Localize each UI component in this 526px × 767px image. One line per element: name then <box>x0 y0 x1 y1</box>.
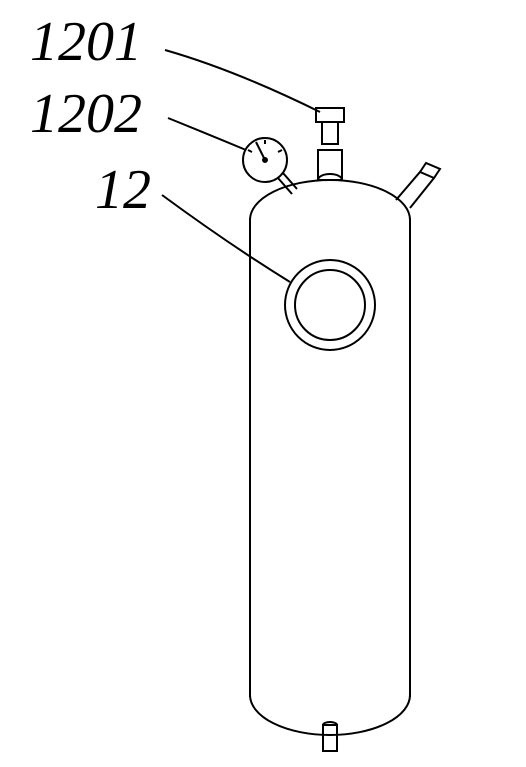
top-valve-cap <box>316 108 344 122</box>
callout-label-12: 12 <box>95 158 151 222</box>
leader-12 <box>162 195 290 282</box>
leader-1202 <box>168 118 246 150</box>
callout-label-1202: 1202 <box>30 82 142 146</box>
sight-glass-outer <box>285 260 375 350</box>
top-valve-nipple <box>322 122 338 144</box>
gauge-hub <box>263 158 267 162</box>
sight-glass-inner <box>295 270 365 340</box>
callout-label-1201: 1201 <box>30 10 142 74</box>
tank-top-dome <box>250 180 410 220</box>
tank-bottom-dome <box>250 695 410 735</box>
leader-1201 <box>165 50 320 112</box>
gauge-needle <box>256 142 265 160</box>
bottom-nipple <box>323 725 337 751</box>
